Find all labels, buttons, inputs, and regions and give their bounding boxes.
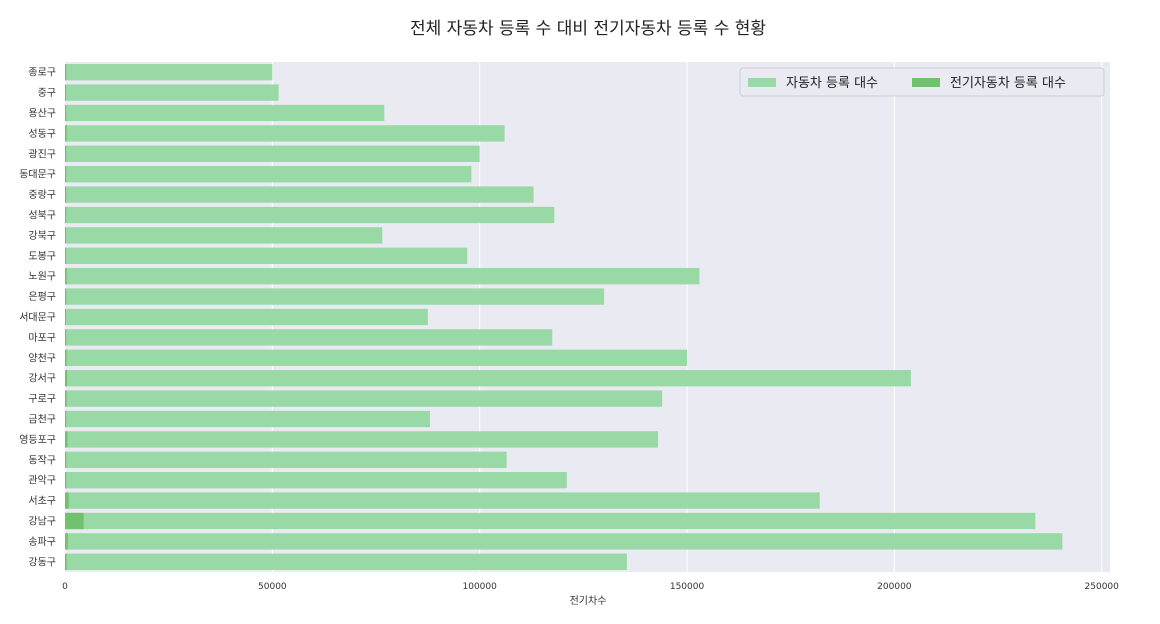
y-tick-label: 노원구	[28, 271, 56, 283]
bar-total-23	[65, 533, 1063, 550]
x-tick-label: 50000	[258, 582, 287, 592]
bar-total-19	[65, 451, 507, 468]
y-tick-label: 구로구	[28, 394, 56, 405]
y-tick-label: 송파구	[28, 536, 56, 548]
bar-total-3	[65, 125, 505, 142]
x-axis-label: 전기차수	[570, 595, 607, 607]
y-tick-label: 관악구	[28, 475, 56, 487]
x-tick-labels: 0 50000 100000 150000 200000 250000	[62, 582, 1119, 592]
y-tick-label: 마포구	[28, 332, 56, 344]
y-tick-label: 도봉구	[28, 250, 56, 262]
legend-swatch-total	[748, 78, 776, 87]
y-tick-label: 강서구	[28, 373, 56, 385]
bar-total-0	[65, 64, 273, 81]
bar-ev-18	[65, 431, 68, 448]
bar-ev-8	[65, 227, 66, 244]
bar-ev-13	[65, 329, 67, 346]
bar-total-14	[65, 349, 688, 366]
x-tick-label: 250000	[1085, 582, 1120, 592]
legend-label-total: 자동차 등록 대수	[786, 76, 878, 91]
y-tick-labels: 종로구중구용산구성동구광진구동대문구중랑구성북구강북구도봉구노원구은평구서대문구…	[19, 67, 56, 569]
bar-ev-21	[65, 492, 69, 509]
bar-total-13	[65, 329, 553, 346]
y-tick-label: 강남구	[28, 516, 56, 528]
y-tick-label: 용산구	[28, 108, 56, 120]
y-tick-label: 강북구	[28, 230, 56, 242]
y-tick-label: 금천구	[28, 414, 56, 426]
bars-electric-cars	[65, 64, 84, 570]
bar-total-10	[65, 268, 700, 285]
bar-ev-14	[65, 349, 67, 366]
bar-total-5	[65, 166, 472, 183]
bar-total-22	[65, 512, 1036, 530]
y-tick-label: 영등포구	[19, 434, 56, 446]
bar-ev-17	[65, 410, 67, 428]
bar-ev-1	[65, 84, 66, 101]
bar-ev-11	[65, 288, 67, 305]
y-tick-label: 성동구	[28, 128, 56, 140]
bar-total-20	[65, 472, 567, 489]
bar-ev-16	[65, 390, 67, 407]
bar-total-12	[65, 308, 428, 326]
bar-ev-12	[65, 308, 66, 326]
bar-total-4	[65, 145, 480, 162]
y-tick-label: 은평구	[28, 291, 56, 303]
bar-ev-4	[65, 145, 67, 162]
bar-ev-0	[65, 64, 67, 81]
legend: 자동차 등록 대수 전기자동차 등록 대수	[739, 67, 1105, 97]
y-tick-label: 성북구	[28, 210, 56, 222]
bar-ev-2	[65, 104, 67, 122]
y-tick-label: 강동구	[28, 556, 56, 568]
bar-total-18	[65, 431, 658, 448]
legend-swatch-ev	[912, 78, 940, 87]
bars-total-cars	[65, 64, 1063, 570]
bar-ev-7	[65, 206, 67, 224]
bar-ev-20	[65, 472, 67, 489]
bar-total-15	[65, 370, 911, 387]
legend-label-ev: 전기자동차 등록 대수	[950, 76, 1066, 91]
bar-total-8	[65, 227, 383, 244]
bar-total-2	[65, 104, 385, 122]
y-tick-label: 종로구	[28, 67, 56, 79]
bar-total-24	[65, 553, 627, 570]
y-tick-label: 동대문구	[19, 169, 56, 181]
bar-total-7	[65, 206, 555, 224]
bar-total-17	[65, 410, 430, 428]
y-tick-label: 광진구	[28, 148, 56, 160]
x-tick-label: 200000	[877, 582, 912, 592]
y-tick-label: 동작구	[28, 454, 56, 466]
y-tick-label: 중랑구	[28, 189, 56, 201]
y-tick-label: 양천구	[28, 352, 56, 364]
bar-ev-3	[65, 125, 67, 142]
bar-total-21	[65, 492, 820, 509]
bar-total-6	[65, 186, 534, 203]
bar-ev-23	[65, 533, 68, 550]
y-tick-label: 중구	[38, 87, 56, 99]
bar-ev-5	[65, 166, 67, 183]
x-tick-label: 150000	[670, 582, 705, 592]
y-tick-label: 서초구	[28, 495, 56, 507]
y-tick-label: 서대문구	[19, 312, 56, 324]
bar-ev-9	[65, 247, 66, 264]
bar-ev-19	[65, 451, 67, 468]
chart-title: 전체 자동차 등록 수 대비 전기자동차 등록 수 현황	[410, 19, 766, 39]
bar-ev-6	[65, 186, 67, 203]
x-tick-label: 100000	[463, 582, 498, 592]
bar-total-9	[65, 247, 468, 264]
bar-total-11	[65, 288, 605, 305]
x-tick-label: 0	[62, 582, 68, 592]
bar-ev-10	[65, 268, 67, 285]
bar-ev-15	[65, 370, 68, 387]
bar-total-1	[65, 84, 279, 101]
bar-ev-24	[65, 553, 67, 570]
bar-ev-22	[65, 512, 84, 530]
bar-total-16	[65, 390, 663, 407]
